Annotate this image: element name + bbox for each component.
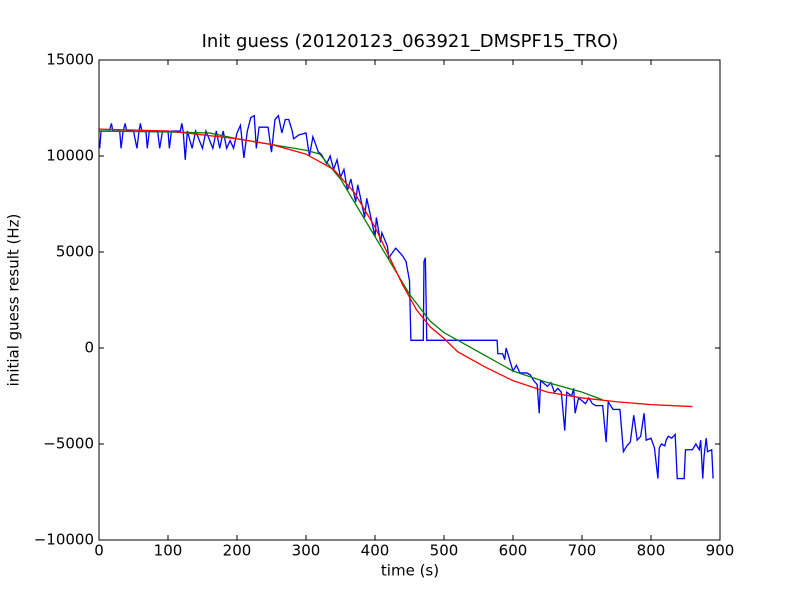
y-tick-label: 0 — [84, 339, 94, 357]
x-tick-label: 0 — [94, 542, 104, 560]
y-tick-label: 10000 — [46, 147, 94, 165]
x-tick-label: 500 — [430, 542, 459, 560]
x-tick-label: 100 — [154, 542, 183, 560]
x-tick-label: 600 — [499, 542, 528, 560]
plot-frame — [98, 59, 721, 541]
x-tick-label: 800 — [637, 542, 666, 560]
data-line — [99, 114, 714, 480]
chart-title: Init guess (20120123_063921_DMSPF15_TRO) — [202, 31, 619, 52]
data-line — [98, 128, 693, 408]
y-axis-label: initial guess result (Hz) — [5, 214, 23, 387]
x-tick-label: 200 — [223, 542, 252, 560]
x-tick-label: 300 — [292, 542, 321, 560]
y-tick-label: −5000 — [43, 435, 94, 453]
y-tick-label: 5000 — [56, 243, 94, 261]
x-axis-label: time (s) — [381, 562, 439, 580]
data-line — [98, 130, 603, 401]
y-tick-label: 15000 — [46, 51, 94, 69]
x-tick-label: 400 — [361, 542, 390, 560]
x-tick-label: 700 — [568, 542, 597, 560]
x-tick-label: 900 — [706, 542, 735, 560]
y-tick-label: −10000 — [34, 531, 94, 549]
